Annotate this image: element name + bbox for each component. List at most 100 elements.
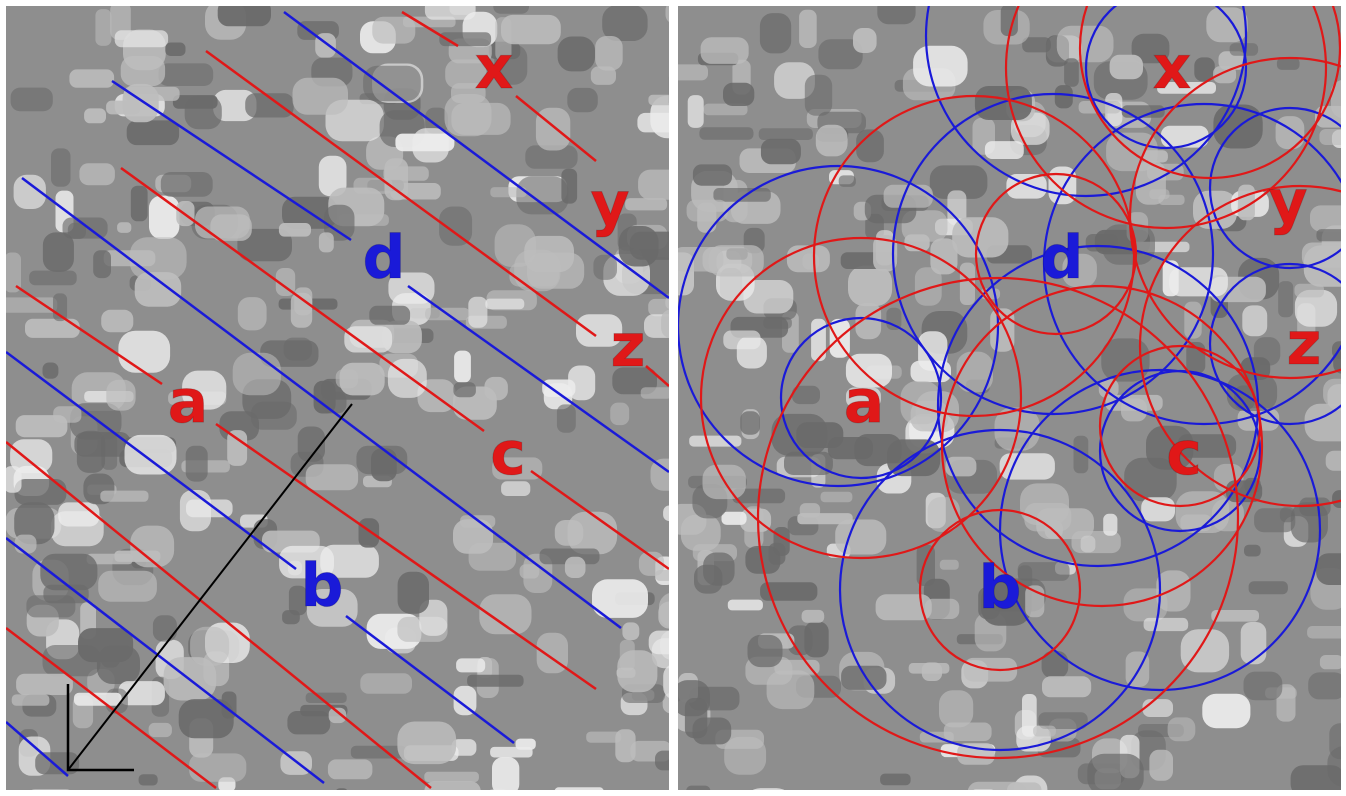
texture-blob (1146, 425, 1194, 470)
texture-blob (15, 415, 68, 438)
texture-blob (467, 674, 524, 687)
texture-blob (217, 6, 271, 27)
texture-blob (1131, 33, 1170, 64)
texture-blob (568, 365, 596, 401)
texture-blob (1332, 490, 1341, 508)
label-x: x (474, 33, 514, 103)
texture-blob (195, 206, 250, 239)
texture-blob (752, 788, 785, 790)
texture-blob (848, 265, 893, 307)
texture-blob (227, 430, 248, 466)
texture-blob (69, 69, 115, 88)
texture-blob (593, 254, 617, 280)
texture-blob (914, 267, 942, 306)
texture-blob (382, 320, 422, 354)
texture-background (6, 6, 669, 790)
texture-blob (845, 353, 892, 388)
texture-blob (42, 362, 59, 379)
blue-circle (998, 368, 1322, 692)
texture-blob (292, 77, 348, 115)
texture-blob (804, 74, 833, 116)
texture-blob (694, 564, 723, 594)
texture-blob (638, 551, 665, 576)
texture-background (678, 6, 1341, 790)
texture-blob (31, 789, 70, 790)
texture-blob (883, 184, 933, 208)
texture-blob (324, 204, 355, 241)
texture-blob (1103, 513, 1118, 536)
texture-blob (318, 155, 347, 197)
texture-blob (1275, 116, 1305, 150)
texture-blob (479, 594, 532, 635)
texture-blob (456, 658, 486, 673)
texture-blob (760, 138, 801, 165)
texture-blob (117, 222, 132, 233)
texture-blob (1038, 712, 1088, 729)
red-line (530, 469, 669, 571)
texture-blob (424, 6, 476, 20)
texture-blob (189, 753, 247, 782)
texture-blob (724, 736, 767, 775)
texture-blob (1319, 655, 1341, 670)
texture-blob (356, 445, 408, 475)
texture-blob (1000, 6, 1018, 37)
texture-blob (1142, 699, 1173, 717)
texture-blob (1319, 129, 1341, 145)
label-c: c (1166, 419, 1203, 489)
texture-blob (453, 382, 476, 398)
texture-blob (149, 195, 180, 239)
texture-blob (1206, 7, 1248, 43)
texture-blob (743, 280, 794, 314)
texture-blob (245, 93, 294, 118)
label-c: c (490, 419, 527, 489)
texture-blob (554, 787, 604, 790)
texture-blob (40, 553, 98, 591)
texture-blob (595, 36, 623, 71)
texture-blob (93, 250, 111, 279)
red-circle (812, 94, 1136, 418)
texture-blob (288, 585, 307, 616)
texture-blob (999, 453, 1055, 480)
texture-blob (501, 14, 561, 45)
texture-blob (856, 129, 884, 163)
texture-blob (339, 362, 385, 396)
texture-blob (557, 36, 595, 72)
texture-blob (152, 615, 177, 642)
texture-blob (1180, 629, 1230, 673)
blue-line (6, 350, 297, 571)
texture-blob (1141, 497, 1175, 522)
texture-blob (14, 502, 55, 545)
texture-blob (237, 297, 267, 331)
texture-blob (1022, 694, 1037, 737)
texture-blob (120, 56, 166, 87)
texture-blob (638, 169, 669, 200)
texture-blob (978, 587, 1000, 620)
texture-blob (1240, 622, 1267, 665)
texture-blob (721, 511, 747, 525)
texture-blob (158, 63, 214, 86)
texture-blob (665, 296, 669, 309)
texture-blob (14, 479, 67, 505)
texture-blob (1316, 553, 1341, 585)
texture-blob (14, 534, 37, 554)
texture-blob (689, 435, 742, 447)
texture-blob (877, 6, 916, 25)
texture-blob (678, 64, 708, 81)
texture-blob (947, 190, 967, 226)
red-line (515, 95, 597, 162)
texture-blob (160, 172, 213, 197)
texture-blob (10, 439, 53, 474)
texture-blob (185, 445, 208, 482)
texture-blob (1244, 544, 1261, 557)
texture-blob (425, 107, 448, 135)
texture-blob (395, 133, 455, 152)
texture-blob (1007, 782, 1042, 790)
texture-blob (648, 94, 669, 106)
texture-blob (747, 634, 783, 668)
texture-blob (306, 589, 358, 627)
texture-blob (1167, 717, 1196, 742)
texture-blob (1248, 581, 1288, 595)
texture-blob (1064, 58, 1079, 87)
texture-blob (804, 621, 829, 658)
texture-blob (101, 433, 118, 470)
